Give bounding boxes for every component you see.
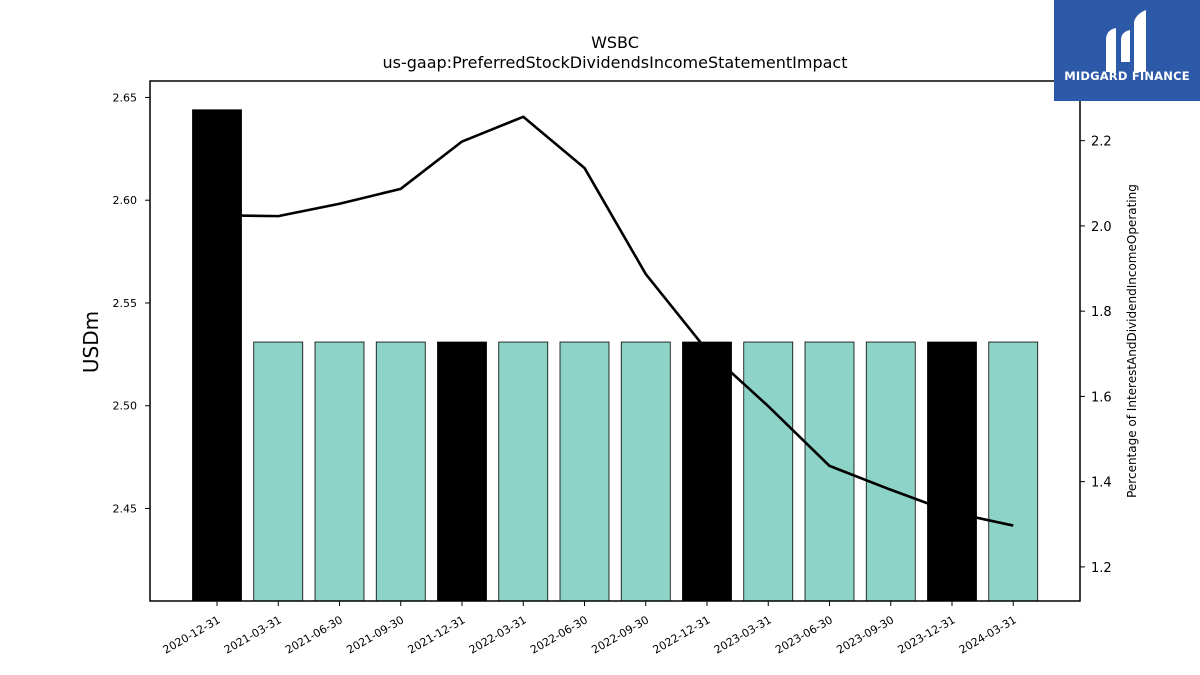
bar-2022-03-31: [498, 341, 549, 602]
bar-2021-06-30: [314, 341, 365, 602]
x-tick-label: 2023-09-30: [834, 613, 896, 656]
plot-frame: [149, 80, 1081, 602]
midgard-finance-logo: MIDGARD FINANCE: [1054, 0, 1200, 101]
x-tick-label: 2023-03-31: [712, 613, 774, 656]
y2-tick-label: 1.4: [1091, 476, 1112, 491]
y-tick-label: 2.50: [113, 400, 138, 413]
bar-2023-09-30: [865, 341, 916, 602]
bar-2020-12-31: [192, 109, 242, 602]
bar-series: [192, 109, 1039, 602]
x-tick-label: 2022-06-30: [528, 613, 590, 656]
x-tick-label: 2022-09-30: [589, 613, 651, 656]
chart-subtitle: us-gaap:PreferredStockDividendsIncomeSta…: [383, 53, 848, 72]
x-tick-label: 2021-09-30: [344, 613, 406, 656]
y-axis-label: USDm: [79, 311, 103, 373]
y2-tick-label: 1.2: [1091, 561, 1112, 576]
chart-title: WSBC: [591, 33, 639, 52]
x-tick-label: 2022-12-31: [651, 613, 713, 656]
y-tick-label: 2.60: [113, 194, 138, 207]
bar-2021-03-31: [253, 341, 304, 602]
x-tick-label: 2021-06-30: [283, 613, 345, 656]
y2-tick-label: 2.0: [1091, 220, 1112, 235]
y-tick-label: 2.45: [113, 503, 138, 516]
bar-2022-12-31: [682, 341, 732, 602]
x-tick-label: 2024-03-31: [957, 613, 1019, 656]
x-tick-label: 2021-03-31: [222, 613, 284, 656]
y2-tick-label: 1.8: [1091, 305, 1112, 320]
bar-2021-12-31: [437, 341, 487, 602]
x-tick-label: 2023-12-31: [896, 613, 958, 656]
bar-2023-12-31: [927, 341, 977, 602]
x-tick-label: 2022-03-31: [467, 613, 529, 656]
ratio-line: [216, 115, 1014, 527]
logo-text: MIDGARD FINANCE: [1064, 69, 1190, 83]
y-tick-label: 2.55: [113, 297, 138, 310]
y2-tick-label: 2.2: [1091, 135, 1112, 150]
bar-2024-03-31: [988, 341, 1039, 602]
y-tick-label: 2.65: [113, 91, 138, 104]
line-series: [216, 115, 1014, 527]
bar-2023-03-31: [743, 341, 794, 602]
x-tick-label: 2020-12-31: [161, 613, 223, 656]
logo-mark-icon: [1106, 10, 1146, 72]
y2-tick-label: 1.6: [1091, 390, 1112, 405]
y2-axis-label: Percentage of InterestAndDividendIncomeO…: [1125, 184, 1139, 498]
x-tick-label: 2021-12-31: [406, 613, 468, 656]
x-tick-label: 2023-06-30: [773, 613, 835, 656]
bar-2022-06-30: [559, 341, 610, 602]
bar-2021-09-30: [375, 341, 426, 602]
bar-2022-09-30: [620, 341, 671, 602]
